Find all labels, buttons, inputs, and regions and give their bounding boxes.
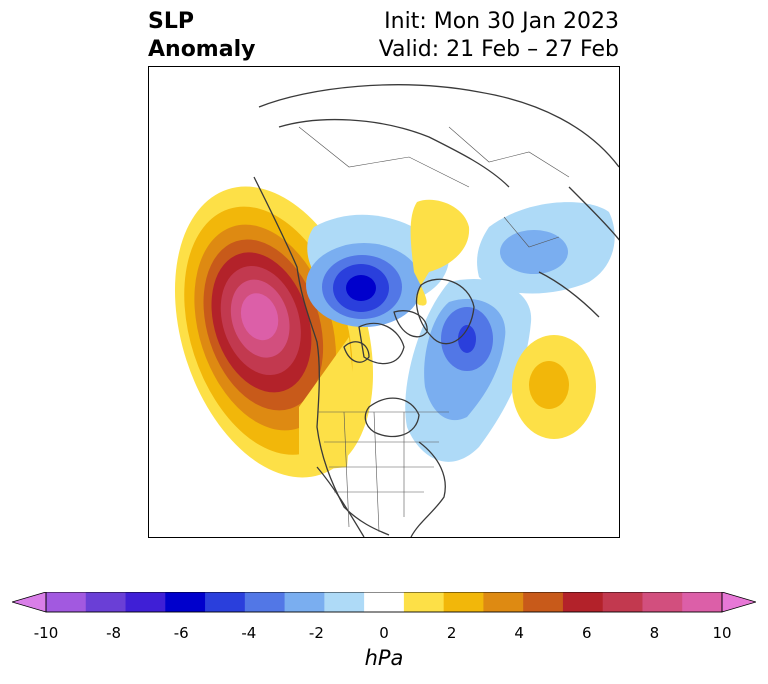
colorbar-segment bbox=[523, 592, 564, 612]
colorbar-segment bbox=[483, 592, 524, 612]
colorbar-segment bbox=[85, 592, 127, 612]
political-borders bbox=[298, 126, 570, 533]
colorbar-tick-label: 0 bbox=[379, 624, 389, 642]
title-line-1: SLP bbox=[148, 9, 194, 34]
colorbar-segment bbox=[46, 592, 87, 612]
colorbar-outline bbox=[45, 592, 723, 613]
colorbar-segment bbox=[125, 592, 166, 612]
eurasia-low bbox=[477, 202, 615, 294]
date-info: Init: Mon 30 Jan 2023 Valid: 21 Feb – 27… bbox=[379, 8, 619, 64]
colorbar-segment bbox=[642, 592, 683, 612]
north-pacific-high bbox=[174, 186, 374, 478]
map-panel bbox=[148, 66, 620, 538]
colorbar-segment bbox=[682, 592, 723, 612]
labrador-sea-low bbox=[405, 278, 532, 462]
colorbar-tick-label: 4 bbox=[514, 624, 524, 642]
colorbar-segment bbox=[443, 592, 484, 612]
colorbar-max-arrow bbox=[721, 592, 756, 613]
western-us-high bbox=[299, 337, 354, 472]
colorbar-segment bbox=[602, 592, 643, 612]
colorbar-tick-label: 6 bbox=[582, 624, 592, 642]
colorbar bbox=[12, 592, 756, 613]
colorbar-segment bbox=[284, 592, 325, 612]
colorbar-tick-label: 2 bbox=[446, 624, 457, 642]
colorbar-min-arrow bbox=[12, 592, 47, 613]
colorbar-tick-label: -2 bbox=[308, 624, 324, 642]
north-atlantic-high bbox=[512, 335, 596, 439]
colorbar-tick-label: -10 bbox=[33, 624, 59, 642]
colorbar-segment bbox=[403, 592, 445, 612]
unit-label: hPa bbox=[364, 646, 404, 670]
colorbar-tick-label: -6 bbox=[173, 624, 189, 642]
colorbar-segment bbox=[205, 592, 246, 612]
colorbar-segment bbox=[165, 592, 206, 612]
anomaly-map bbox=[174, 84, 619, 537]
colorbar-tick-label: -8 bbox=[106, 624, 122, 642]
colorbar-segment bbox=[364, 592, 405, 612]
colorbar-tick-label: 8 bbox=[649, 624, 660, 642]
map-title: SLP Anomaly bbox=[148, 8, 255, 64]
colorbar-segment bbox=[324, 592, 365, 612]
colorbar-segment bbox=[562, 592, 604, 612]
valid-range: Valid: 21 Feb – 27 Feb bbox=[378, 37, 619, 62]
init-date: Init: Mon 30 Jan 2023 bbox=[384, 9, 619, 34]
siberia-high bbox=[410, 199, 470, 306]
colorbar-segment bbox=[244, 592, 286, 612]
coastlines bbox=[253, 84, 619, 537]
colorbar-tick-label: -4 bbox=[241, 624, 257, 642]
title-line-2: Anomaly bbox=[148, 37, 256, 62]
colorbar-tick-label: 10 bbox=[712, 624, 732, 642]
